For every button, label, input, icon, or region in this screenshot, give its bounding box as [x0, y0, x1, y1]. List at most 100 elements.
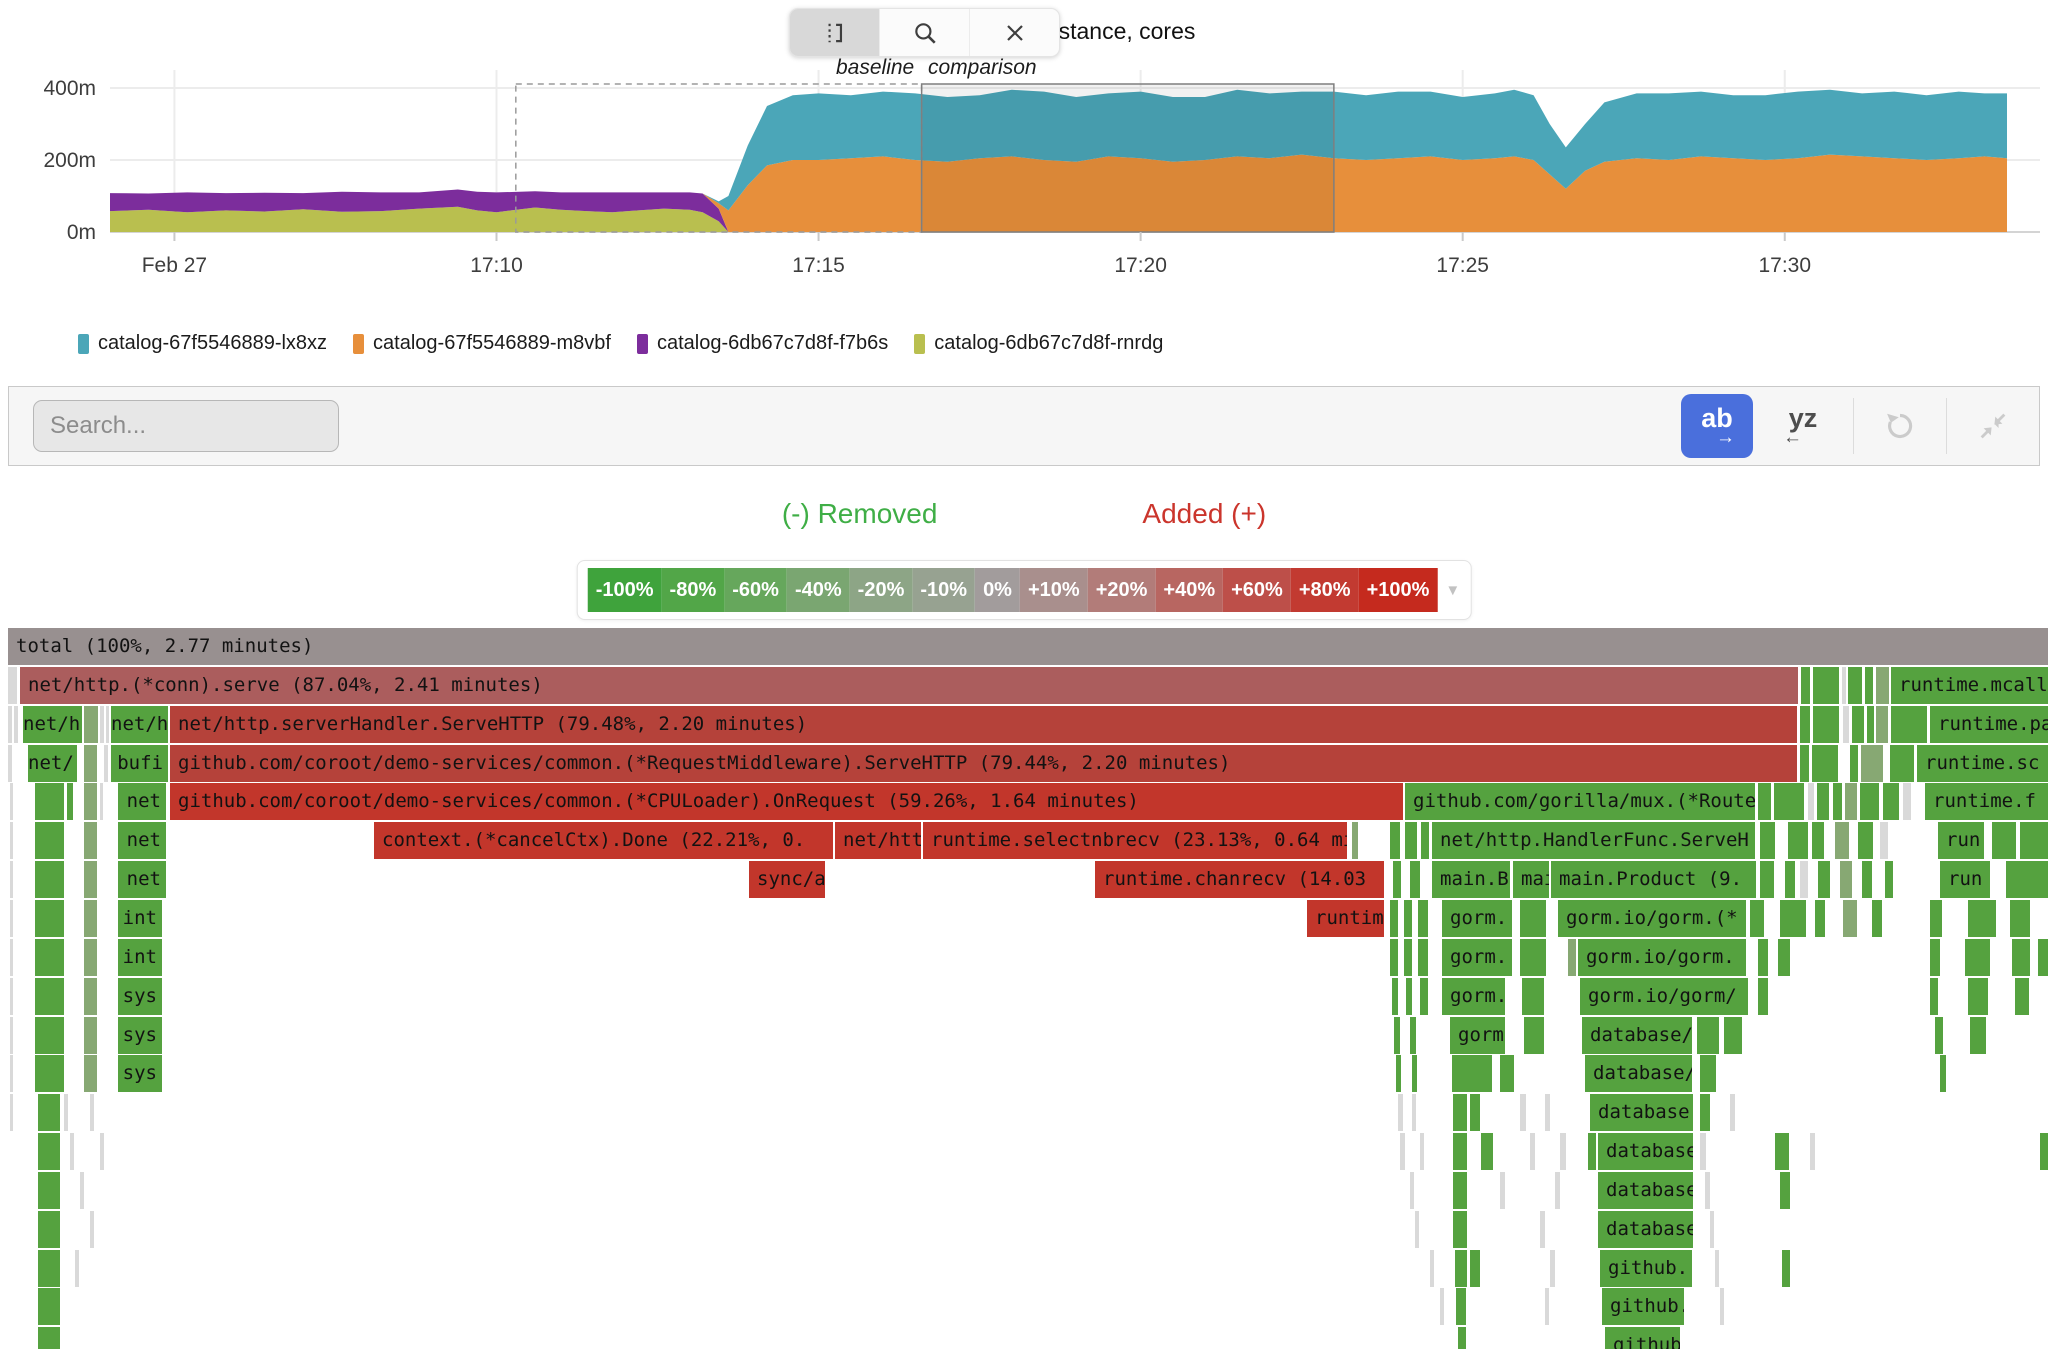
- flame-bar[interactable]: gorm.io/gorm/: [1580, 978, 1748, 1015]
- flame-bar[interactable]: [1750, 900, 1764, 937]
- flame-bar[interactable]: [84, 745, 97, 782]
- flame-bar[interactable]: [35, 861, 64, 898]
- flame-bar[interactable]: [1812, 745, 1838, 782]
- flame-bar[interactable]: main.Product (9.: [1551, 861, 1756, 898]
- flame-bar[interactable]: [64, 1094, 68, 1131]
- flame-bar[interactable]: [1405, 822, 1417, 859]
- flame-bar[interactable]: gorm.io/gorm.(*: [1558, 900, 1746, 937]
- flame-bar[interactable]: [1390, 822, 1400, 859]
- flame-bar[interactable]: [38, 1094, 60, 1131]
- flame-bar[interactable]: [35, 978, 64, 1015]
- flame-bar[interactable]: [1700, 1133, 1706, 1170]
- flame-bar[interactable]: [1452, 1055, 1492, 1092]
- flame-bar[interactable]: [1500, 1055, 1514, 1092]
- flame-bar[interactable]: [1852, 706, 1864, 743]
- flame-bar[interactable]: [1453, 1172, 1467, 1209]
- flame-bar[interactable]: [1440, 1288, 1444, 1325]
- flame-bar[interactable]: [1785, 861, 1795, 898]
- flame-bar[interactable]: [38, 1172, 60, 1209]
- flame-bar[interactable]: [2015, 978, 2029, 1015]
- flame-bar[interactable]: [1418, 900, 1428, 937]
- flame-bar[interactable]: [1758, 978, 1768, 1015]
- flame-bar[interactable]: [1455, 1250, 1467, 1287]
- legend-item[interactable]: catalog-67f5546889-lx8xz: [78, 332, 327, 355]
- flame-bar[interactable]: [1782, 1250, 1790, 1287]
- range-select-button[interactable]: [790, 9, 879, 56]
- flame-bar[interactable]: [1588, 1133, 1596, 1170]
- flame-bar[interactable]: [1393, 861, 1401, 898]
- flame-bar[interactable]: [84, 978, 97, 1015]
- flame-bar[interactable]: runtim: [1307, 900, 1384, 937]
- flame-bar[interactable]: [1453, 1094, 1467, 1131]
- diff-forward-button[interactable]: ab →: [1681, 394, 1753, 458]
- flame-bar[interactable]: [1715, 1250, 1719, 1287]
- flame-bar[interactable]: [1968, 900, 1996, 937]
- flame-bar[interactable]: [1710, 1211, 1714, 1248]
- flame-bar[interactable]: [1421, 822, 1429, 859]
- flame-bar[interactable]: [1800, 745, 1809, 782]
- flame-bar[interactable]: [35, 822, 64, 859]
- flame-bar[interactable]: [38, 1250, 60, 1287]
- flame-bar[interactable]: [14, 706, 18, 743]
- flame-bar[interactable]: [67, 783, 73, 820]
- flame-bar[interactable]: net: [118, 783, 166, 820]
- flame-bar[interactable]: [100, 1133, 104, 1170]
- flame-bar[interactable]: net/htt: [835, 822, 921, 859]
- flame-bar[interactable]: [1456, 1288, 1466, 1325]
- flame-bar[interactable]: [1940, 1055, 1946, 1092]
- flame-bar[interactable]: [1500, 1172, 1505, 1209]
- flame-bar[interactable]: [100, 783, 103, 820]
- flame-bar[interactable]: [35, 939, 64, 976]
- undo-button[interactable]: [1868, 394, 1932, 458]
- flame-bar[interactable]: [1778, 939, 1790, 976]
- flame-bar[interactable]: sys: [118, 1055, 162, 1092]
- flame-bar[interactable]: [1867, 706, 1874, 743]
- flame-bar[interactable]: gorm: [1450, 1017, 1505, 1054]
- flame-bar[interactable]: [1865, 667, 1873, 704]
- flame-bar[interactable]: [1833, 783, 1842, 820]
- zoom-button[interactable]: [879, 9, 969, 56]
- flame-bar[interactable]: runtime.chanrecv (14.03: [1095, 861, 1384, 898]
- flame-bar[interactable]: [84, 1017, 97, 1054]
- flame-bar[interactable]: gorm.: [1442, 978, 1505, 1015]
- flame-bar[interactable]: [1862, 861, 1872, 898]
- flame-bar[interactable]: net/http.serverHandler.ServeHTTP (79.48%…: [170, 706, 1797, 743]
- flame-bar[interactable]: [1758, 939, 1768, 976]
- flame-bar[interactable]: [1392, 978, 1398, 1015]
- flame-bar[interactable]: sys: [118, 978, 162, 1015]
- flame-bar[interactable]: [1858, 822, 1873, 859]
- flame-bar[interactable]: database: [1590, 1094, 1693, 1131]
- flame-bar[interactable]: [1430, 1250, 1434, 1287]
- flame-bar[interactable]: [1470, 1250, 1480, 1287]
- flame-bar[interactable]: [1813, 667, 1839, 704]
- flame-bar[interactable]: [1568, 939, 1576, 976]
- flame-bar[interactable]: net/: [28, 745, 77, 782]
- flame-bar[interactable]: [1835, 822, 1849, 859]
- flame-bar[interactable]: [1848, 667, 1862, 704]
- diff-backward-button[interactable]: yz ←: [1767, 394, 1839, 458]
- flame-bar[interactable]: [1420, 978, 1428, 1015]
- flame-bar[interactable]: database/: [1582, 1017, 1692, 1054]
- flame-bar[interactable]: mai: [1513, 861, 1549, 898]
- flame-bar[interactable]: int: [118, 939, 162, 976]
- flame-bar[interactable]: [1760, 861, 1774, 898]
- flame-bar[interactable]: [84, 783, 97, 820]
- flame-bar[interactable]: [10, 783, 13, 820]
- flame-bar[interactable]: [1720, 1288, 1724, 1325]
- flame-bar[interactable]: [84, 861, 97, 898]
- flame-bar[interactable]: [1801, 667, 1810, 704]
- legend-item[interactable]: catalog-6db67c7d8f-rnrdg: [914, 332, 1163, 355]
- flame-bar[interactable]: [1470, 1094, 1480, 1131]
- flame-bar[interactable]: gorm.io/gorm.: [1578, 939, 1746, 976]
- flame-bar[interactable]: net/http.HandlerFunc.ServeH: [1432, 822, 1755, 859]
- flame-bar[interactable]: [1992, 822, 2016, 859]
- flame-bar[interactable]: database: [1598, 1172, 1693, 1209]
- flame-bar[interactable]: [1930, 900, 1942, 937]
- flame-bar[interactable]: [1850, 745, 1858, 782]
- flame-bar[interactable]: github.com/gorilla/mux.(*Route: [1405, 783, 1755, 820]
- flame-bar[interactable]: github.: [1602, 1288, 1684, 1325]
- flame-bar[interactable]: [2010, 900, 2030, 937]
- flame-bar[interactable]: [8, 706, 12, 743]
- flame-bar[interactable]: [84, 900, 97, 937]
- flame-bar[interactable]: [38, 1288, 60, 1325]
